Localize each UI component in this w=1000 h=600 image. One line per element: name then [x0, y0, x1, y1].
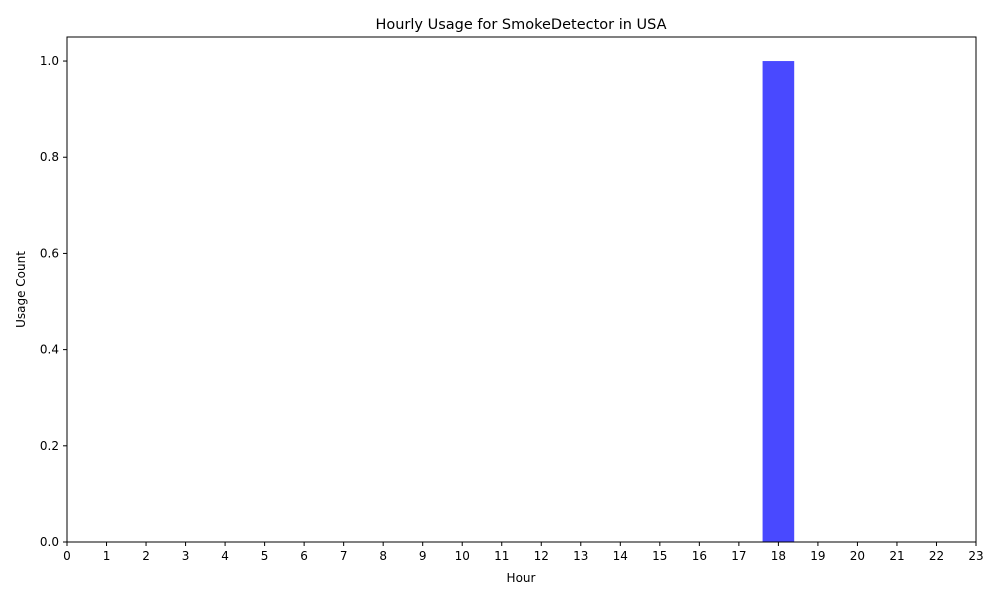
x-tick-label: 20	[850, 549, 865, 563]
x-tick-label: 5	[261, 549, 269, 563]
bar-hour-18	[762, 61, 795, 543]
x-tick-label: 6	[300, 549, 308, 563]
x-tick-label: 16	[692, 549, 707, 563]
x-tick-label: 12	[534, 549, 549, 563]
x-tick-label: 1	[103, 549, 111, 563]
y-axis-label: Usage Count	[14, 251, 28, 328]
x-tick-label: 18	[771, 549, 786, 563]
x-tick-label: 2	[142, 549, 150, 563]
x-tick-label: 22	[929, 549, 944, 563]
x-axis: 0 1 2 3 4 5 6 7 8 9 10 11 12 13 14 15 16 17 18 19 20 21 22 23	[63, 542, 984, 563]
x-tick-label: 21	[889, 549, 904, 563]
x-tick-label: 15	[652, 549, 667, 563]
x-tick-label: 0	[63, 549, 71, 563]
y-tick-label: 1.0	[40, 54, 59, 68]
x-tick-label: 14	[613, 549, 628, 563]
x-tick-label: 4	[221, 549, 229, 563]
x-tick-label: 11	[494, 549, 509, 563]
x-tick-label: 8	[379, 549, 387, 563]
x-tick-label: 9	[419, 549, 427, 563]
x-axis-label: Hour	[507, 571, 536, 585]
x-tick-label: 23	[968, 549, 983, 563]
plot-frame	[66, 36, 977, 543]
chart-title: Hourly Usage for SmokeDetector in USA	[375, 17, 666, 33]
y-tick-label: 0.0	[40, 535, 59, 549]
x-tick-label: 19	[810, 549, 825, 563]
bars-layer	[762, 61, 795, 543]
y-tick-label: 0.4	[40, 343, 59, 357]
x-tick-label: 3	[182, 549, 190, 563]
x-tick-label: 17	[731, 549, 746, 563]
y-tick-label: 0.6	[40, 246, 59, 260]
y-tick-label: 0.8	[40, 150, 59, 164]
x-tick-label: 10	[455, 549, 470, 563]
y-axis: 0.0 0.2 0.4 0.6 0.8 1.0	[40, 54, 67, 549]
y-tick-label: 0.2	[40, 439, 59, 453]
x-tick-label: 13	[573, 549, 588, 563]
x-tick-label: 7	[340, 549, 348, 563]
